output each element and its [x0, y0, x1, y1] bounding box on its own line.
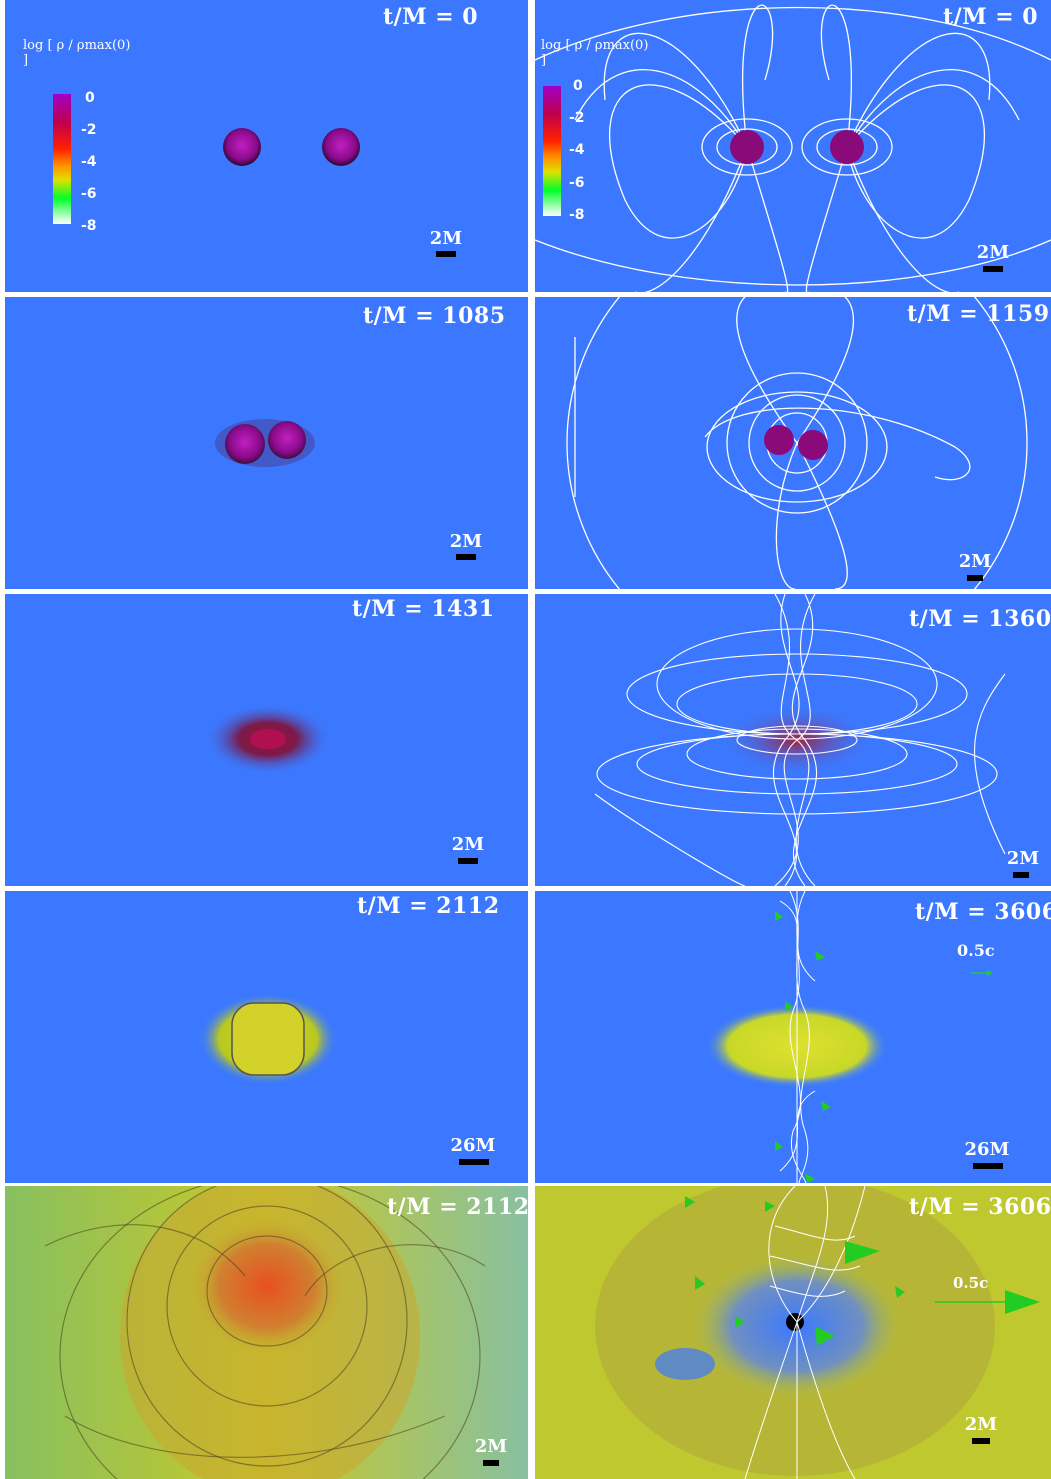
velocity-scale-label: 0.5c [957, 941, 995, 960]
colorbar-tick: -6 [81, 186, 97, 202]
neutron-star-2 [322, 128, 360, 166]
panel-t2112-density: t/M = 2112 26M [5, 891, 528, 1183]
time-label: t/M = 1431 [352, 596, 495, 622]
panel-t3606-closeup: t/M = 3606 0.5c 2M [535, 1186, 1051, 1479]
neutron-star-2 [268, 421, 306, 459]
scale-bar [456, 554, 476, 560]
disk-closeup-visualization [5, 1186, 528, 1479]
scale-bar [973, 1163, 1003, 1169]
time-label: t/M = 1159 [907, 301, 1050, 327]
scale-label: 2M [964, 1414, 998, 1435]
colorbar-tick: -2 [81, 122, 97, 138]
colorbar-tick: -8 [569, 207, 585, 223]
panel-t1431-density: t/M = 1431 2M [5, 594, 528, 886]
neutron-star-2 [798, 430, 828, 460]
panel-t2112-closeup: t/M = 2112 2M [5, 1186, 528, 1479]
time-label: t/M = 2112 [357, 893, 500, 919]
scale-bar [967, 575, 983, 581]
scale-label: 2M [1006, 848, 1040, 869]
velocity-reference-arrow [935, 1290, 1040, 1314]
disk-streamlines [44, 1186, 486, 1479]
neutron-star-1 [223, 128, 261, 166]
colorbar-gradient [543, 86, 561, 216]
hot-core [187, 1216, 347, 1356]
field-line-visualization [594, 594, 1006, 886]
time-label: t/M = 3606 [915, 899, 1051, 925]
field-line-visualization [566, 297, 1028, 589]
panel-t0-fieldlines: log [ ρ / ρmax(0) ] 0 -2 -4 -6 -8 t/M = … [535, 0, 1051, 292]
scale-label: 2M [474, 1436, 508, 1457]
time-label: t/M = 1085 [363, 303, 506, 329]
magnetic-field-lines [566, 297, 1028, 589]
accretion-disk [231, 1002, 305, 1076]
density-visualization [223, 128, 360, 166]
neutron-star-1 [225, 424, 265, 464]
panel-t1159-fieldlines: t/M = 1159 2M [535, 297, 1051, 589]
velocity-reference-arrow [971, 970, 993, 976]
field-line-visualization [535, 4, 1051, 292]
jet-field-lines [744, 1186, 866, 1479]
colorbar-tick: -2 [569, 110, 585, 126]
colorbar-tick: -4 [81, 154, 97, 170]
density-visualization [215, 419, 315, 467]
colorbar-gradient [53, 94, 71, 224]
velocity-arrows [775, 911, 831, 1183]
scale-bar [483, 1460, 499, 1466]
scale-bar [972, 1438, 990, 1444]
scale-label: 2M [429, 228, 463, 249]
time-label: t/M = 0 [943, 4, 1039, 30]
magnetic-field-lines [594, 594, 1006, 886]
colorbar-title: log [ ρ / ρmax(0) ] [23, 38, 131, 68]
magnetic-field-lines [535, 4, 1051, 292]
scale-bar [459, 1159, 489, 1165]
colorbar-tick: -4 [569, 142, 585, 158]
scale-bar [436, 251, 456, 257]
jet-visualization [705, 891, 993, 1183]
density-visualization [198, 993, 338, 1085]
black-hole [786, 1313, 804, 1331]
colorbar-tick: -6 [569, 175, 585, 191]
neutron-star-2 [830, 130, 864, 164]
panel-t1085-density: t/M = 1085 2M [5, 297, 528, 589]
colorbar-title: log [ ρ / ρmax(0) ] [541, 38, 649, 68]
density-visualization [204, 703, 332, 775]
scale-bar [458, 858, 478, 864]
time-label: t/M = 2112 [387, 1194, 528, 1220]
velocity-scale-label: 0.5c [953, 1274, 989, 1292]
neutron-star-1 [730, 130, 764, 164]
scale-label: 2M [958, 551, 992, 572]
panel-t3606-jet: t/M = 3606 0.5c 26M [535, 891, 1051, 1183]
colorbar-tick: 0 [573, 78, 583, 94]
time-label: t/M = 0 [383, 4, 479, 30]
scale-label: 2M [449, 531, 483, 552]
colorbar-tick: -8 [81, 218, 97, 234]
velocity-arrows [685, 1196, 905, 1346]
scale-label: 26M [450, 1135, 496, 1156]
scale-bar [983, 266, 1003, 272]
time-label: t/M = 1360 [909, 606, 1051, 632]
jet-closeup-visualization [535, 1186, 1051, 1479]
time-label: t/M = 3606 [909, 1194, 1051, 1220]
scale-bar [1013, 872, 1029, 878]
neutron-star-1 [764, 425, 794, 455]
scale-label: 2M [976, 242, 1010, 263]
colorbar-tick: 0 [85, 90, 95, 106]
panel-t0-density: log [ ρ / ρmax(0) ] 0 -2 -4 -6 -8 t/M = … [5, 0, 528, 292]
scale-label: 26M [964, 1139, 1010, 1160]
scale-label: 2M [451, 834, 485, 855]
jet-field-lines [779, 891, 816, 1183]
panel-t1360-fieldlines: t/M = 1360 2M [535, 594, 1051, 886]
